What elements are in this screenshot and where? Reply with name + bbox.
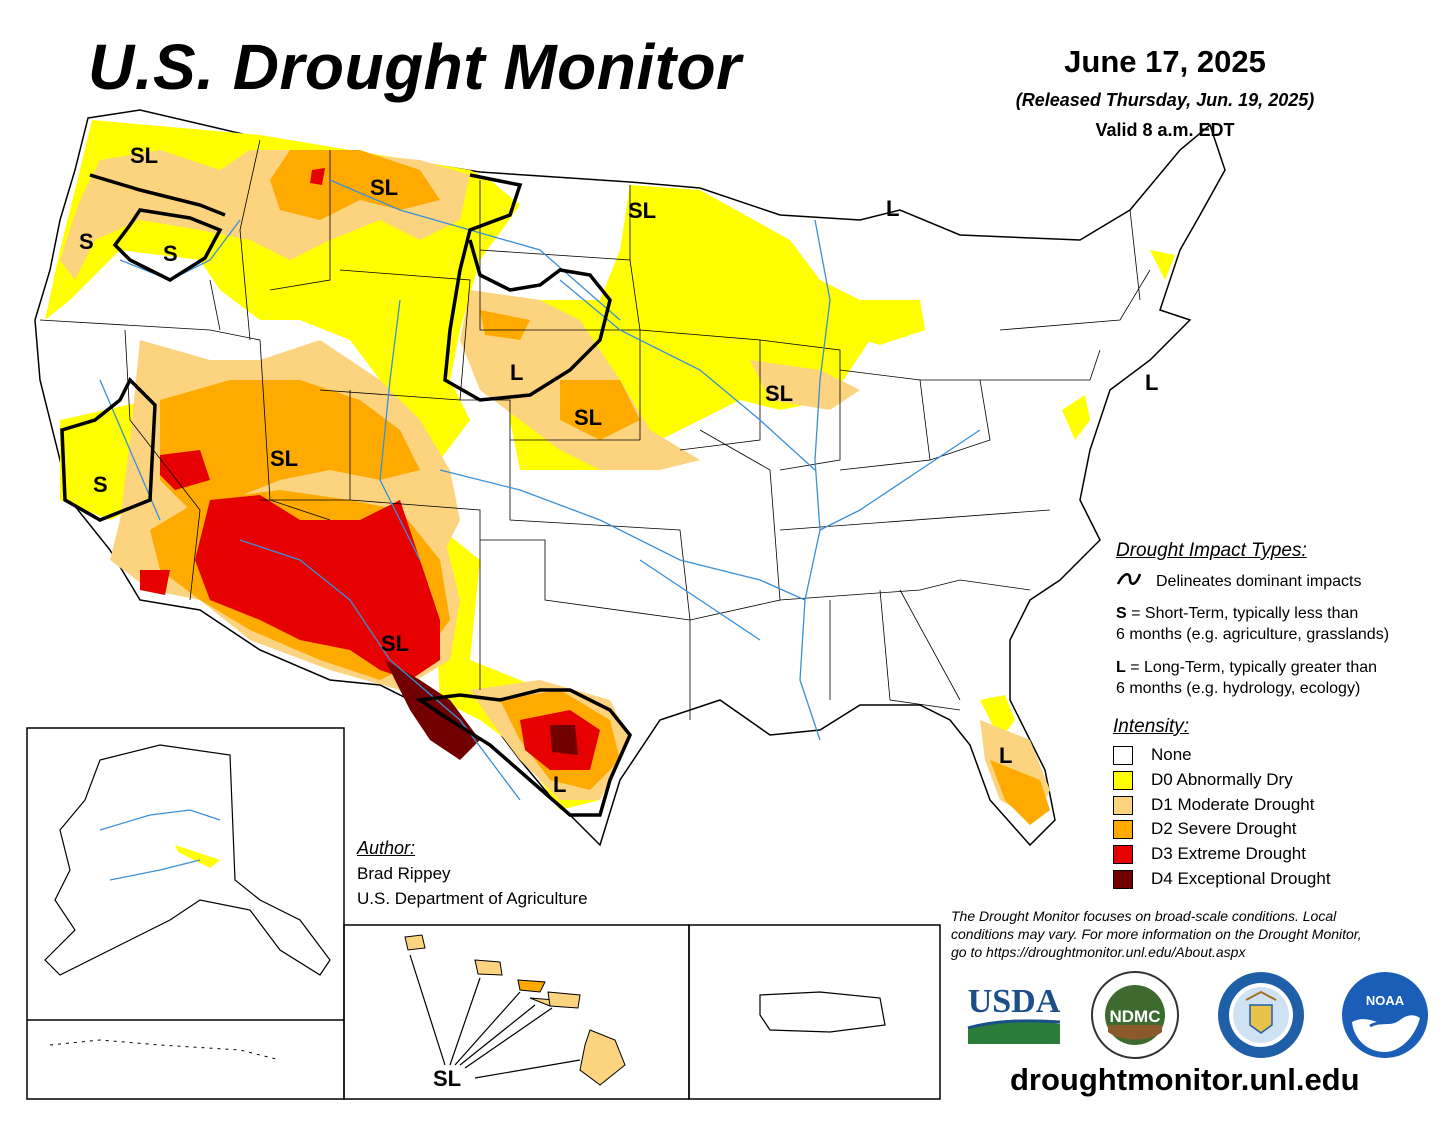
swatch-d1	[1113, 796, 1133, 816]
d3-areas	[140, 168, 600, 770]
swatch-d3	[1113, 845, 1133, 865]
map-label: SL	[130, 143, 159, 168]
map-label: SL	[381, 631, 410, 656]
swatch-d0	[1113, 771, 1133, 791]
release-date: (Released Thursday, Jun. 19, 2025)	[1015, 90, 1315, 110]
usda-logo[interactable]: USDA	[966, 982, 1062, 1048]
delineation-line-icon	[1116, 573, 1142, 585]
author-heading: Author:	[357, 838, 416, 858]
long-term-text: L = Long-Term, typically greater than 6 …	[1116, 659, 1378, 697]
author-name: Brad Rippey	[357, 864, 451, 883]
intensity-heading: Intensity:	[1113, 716, 1190, 737]
map-label: L	[1145, 370, 1159, 395]
map-label: S	[93, 472, 108, 497]
rivers	[99, 179, 981, 801]
hawaii-inset	[343, 924, 690, 1100]
svg-text:NOAA: NOAA	[1366, 993, 1405, 1008]
intensity-row-d0: D0 Abnormally Dry	[1113, 770, 1293, 791]
map-label: SL	[574, 405, 603, 430]
intensity-row-d4: D4 Exceptional Drought	[1113, 869, 1331, 890]
puerto-rico-inset	[688, 924, 941, 1100]
map-label: S	[163, 241, 178, 266]
commerce-logo[interactable]	[1216, 970, 1306, 1060]
map-label: L	[510, 360, 524, 385]
map-label: SL	[433, 1066, 462, 1091]
delineates-text: Delineates dominant impacts	[1156, 573, 1362, 590]
svg-text:USDA: USDA	[968, 983, 1061, 1020]
valid-time: Valid 8 a.m. EDT	[1095, 120, 1235, 140]
map-label: SL	[765, 381, 794, 406]
map-label: SL	[270, 446, 299, 471]
map-label: L	[553, 772, 567, 797]
noaa-logo[interactable]: NOAA	[1340, 970, 1430, 1060]
page-title: U.S. Drought Monitor	[88, 31, 742, 103]
swatch-d4	[1113, 870, 1133, 890]
svg-text:NDMC: NDMC	[1110, 1007, 1161, 1026]
intensity-row-d2: D2 Severe Drought	[1113, 819, 1297, 840]
state-borders	[39, 139, 1151, 720]
map-label: S	[79, 229, 94, 254]
map-date: June 17, 2025	[1064, 44, 1266, 79]
intensity-row-none: None	[1113, 745, 1192, 766]
ndmc-logo[interactable]: NDMC	[1090, 970, 1180, 1060]
map-label: L	[999, 743, 1013, 768]
map-label: SL	[370, 175, 399, 200]
impact-types-heading: Drought Impact Types:	[1116, 540, 1307, 561]
author-org: U.S. Department of Agriculture	[357, 889, 588, 908]
map-label: L	[886, 196, 900, 221]
map-label: SL	[628, 198, 657, 223]
intensity-row-d3: D3 Extreme Drought	[1113, 844, 1306, 865]
short-term-text: S = Short-Term, typically less than 6 mo…	[1116, 605, 1390, 643]
intensity-row-d1: D1 Moderate Drought	[1113, 795, 1314, 816]
alaska-inset	[26, 727, 345, 1100]
swatch-d2	[1113, 820, 1133, 840]
swatch-none	[1113, 746, 1133, 766]
site-url[interactable]: droughtmonitor.unl.edu	[1010, 1062, 1360, 1097]
footer-note: The Drought Monitor focuses on broad-sca…	[951, 908, 1362, 960]
impact-delineation-lines	[60, 173, 633, 817]
